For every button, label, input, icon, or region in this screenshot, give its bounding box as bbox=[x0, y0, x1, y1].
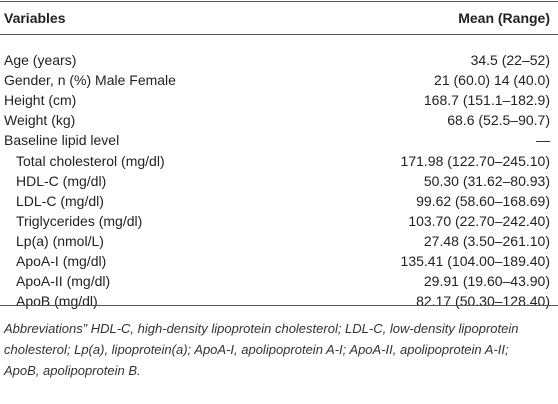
variable-cell: ApoA-I (mg/dl) bbox=[16, 253, 107, 269]
variable-cell: Triglycerides (mg/dl) bbox=[16, 212, 143, 229]
variable-cell: Lp(a) (nmol/L) bbox=[16, 232, 104, 249]
table-row: LDL-C (mg/dl) 99.62 (58.60–168.69) bbox=[0, 191, 558, 211]
table-row: ApoB (mg/dl) 82.17 (50.30–128.40) bbox=[0, 291, 558, 311]
variable-cell: LDL-C (mg/dl) bbox=[16, 192, 104, 209]
top-rule bbox=[0, 1, 558, 2]
variable-cell: HDL-C (mg/dl) bbox=[16, 172, 107, 189]
table-row: ApoA-II (mg/dl) 29.91 (19.60–43.90) bbox=[0, 271, 558, 291]
value-cell: 99.62 (58.60–168.69) bbox=[416, 192, 550, 209]
table-row: ApoA-I (mg/dl) 135.41 (104.00–189.40) bbox=[0, 251, 558, 271]
variable-cell: Weight (kg) bbox=[4, 112, 76, 129]
value-cell: 82.17 (50.30–128.40) bbox=[416, 293, 550, 310]
value-cell: 50.30 (31.62–80.93) bbox=[423, 172, 550, 189]
value-cell: — bbox=[536, 132, 550, 149]
table-row: Age (years) 34.5 (22–52) bbox=[0, 50, 558, 70]
footnote: Abbreviations” HDL-C, high-density lipop… bbox=[4, 321, 519, 378]
value-cell: 27.48 (3.50–261.10) bbox=[423, 232, 550, 249]
bottom-rule bbox=[0, 305, 558, 306]
variable-cell: Total cholesterol (mg/dl) bbox=[16, 152, 165, 169]
value-cell: 171.98 (122.70–245.10) bbox=[400, 152, 550, 169]
value-cell: 68.6 (52.5–90.7) bbox=[447, 112, 550, 129]
header-cell: Mean (Range) bbox=[458, 10, 550, 26]
variable-cell: ApoA-II (mg/dl) bbox=[16, 273, 111, 290]
table-row: Weight (kg) 68.6 (52.5–90.7) bbox=[0, 110, 558, 130]
value-cell: 21 (60.0) 14 (40.0) bbox=[434, 72, 550, 89]
header-cell: Variables bbox=[4, 10, 66, 26]
value-cell: 34.5 (22–52) bbox=[470, 52, 550, 68]
variable-cell: Height (cm) bbox=[4, 92, 77, 109]
header-rule bbox=[0, 34, 558, 35]
value-cell: 29.91 (19.60–43.90) bbox=[423, 273, 550, 290]
variable-cell: Gender, n (%) Male Female bbox=[4, 72, 176, 89]
variable-cell: Baseline lipid level bbox=[4, 132, 120, 149]
table-row: Gender, n (%) Male Female 21 (60.0) 14 (4… bbox=[0, 70, 558, 90]
table-row: HDL-C (mg/dl) 50.30 (31.62–80.93) bbox=[0, 171, 558, 191]
table-row: Triglycerides (mg/dl) 103.70 (22.70–242.4… bbox=[0, 211, 558, 231]
value-cell: 103.70 (22.70–242.40) bbox=[408, 212, 550, 229]
header-row: Variables Mean (Range) bbox=[0, 8, 558, 28]
variable-cell: ApoB (mg/dl) bbox=[16, 293, 98, 310]
table-row: Baseline lipid level — bbox=[0, 130, 558, 150]
table-row: Total cholesterol (mg/dl) 171.98 (122.70–… bbox=[0, 151, 558, 171]
value-cell: 168.7 (151.1–182.9) bbox=[423, 92, 550, 109]
table-row: Lp(a) (nmol/L) 27.48 (3.50–261.10) bbox=[0, 231, 558, 251]
variable-cell: Age (years) bbox=[4, 52, 77, 68]
value-cell: 135.41 (104.00–189.40) bbox=[400, 253, 550, 269]
table-row: Height (cm) 168.7 (151.1–182.9) bbox=[0, 90, 558, 110]
